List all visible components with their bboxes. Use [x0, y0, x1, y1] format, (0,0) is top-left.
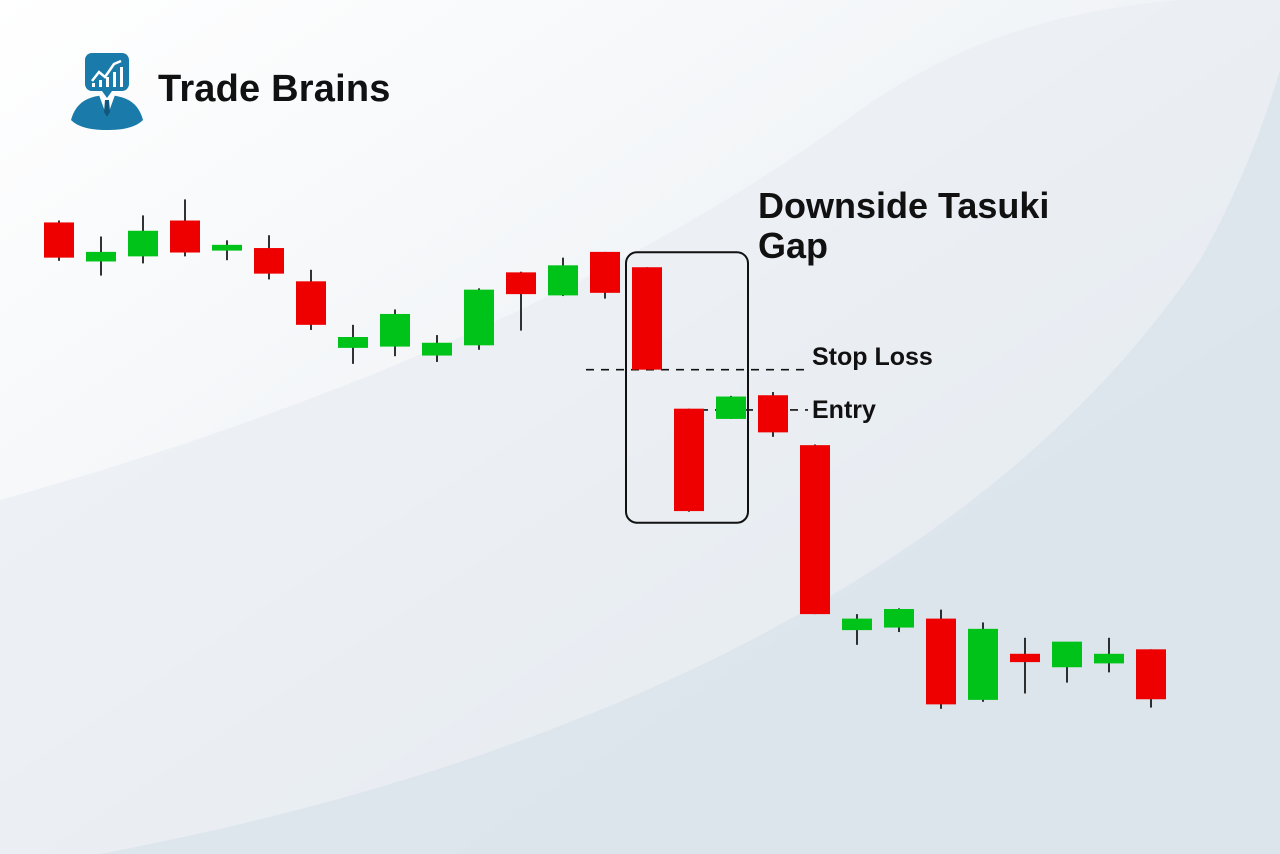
candle: [296, 269, 326, 330]
candle-body: [548, 265, 578, 296]
candle: [338, 324, 368, 364]
candle: [86, 236, 116, 276]
candle: [968, 622, 998, 702]
candle-body: [800, 445, 830, 615]
candle: [716, 395, 746, 419]
candle-body: [338, 337, 368, 348]
candle-body: [884, 609, 914, 628]
pattern-highlight-box: [625, 251, 749, 524]
pattern-title-line: Downside Tasuki Gap: [758, 185, 1050, 266]
candle-body: [422, 342, 452, 356]
candle: [170, 199, 200, 257]
candle-body: [380, 313, 410, 347]
candle-body: [86, 251, 116, 262]
candle: [44, 220, 74, 261]
candle-body: [1052, 641, 1082, 668]
candle: [884, 608, 914, 633]
candle-body: [254, 248, 284, 274]
candle: [380, 309, 410, 357]
candle: [590, 251, 620, 299]
candle-body: [590, 251, 620, 293]
candle: [758, 392, 788, 437]
candle: [800, 444, 830, 615]
candle-body: [212, 244, 242, 251]
candle: [1094, 637, 1124, 673]
candle: [842, 614, 872, 645]
candle: [1010, 637, 1040, 694]
candle: [1136, 649, 1166, 708]
candle: [422, 335, 452, 362]
candle-body: [632, 267, 662, 370]
candle: [212, 240, 242, 261]
candle-body: [926, 618, 956, 705]
candle: [128, 215, 158, 264]
candle-body: [464, 289, 494, 346]
brand-header: Trade Brains: [66, 50, 466, 134]
candles-layer: [44, 199, 1166, 709]
candle-body: [44, 222, 74, 258]
stop-loss-label: Stop Loss: [812, 343, 933, 371]
candle: [674, 408, 704, 512]
pattern-title: Downside Tasuki Gap: [758, 186, 1088, 266]
candle-body: [842, 618, 872, 631]
candle-body: [506, 272, 536, 295]
candle-body: [674, 408, 704, 512]
brand-name: Trade Brains: [158, 68, 391, 110]
candle-body: [758, 395, 788, 433]
candle: [1052, 641, 1082, 683]
candle: [254, 235, 284, 280]
candle-body: [1094, 653, 1124, 664]
entry-label: Entry: [812, 396, 876, 424]
candle-body: [716, 396, 746, 419]
candle-body: [128, 230, 158, 257]
analyst-chart-icon: [71, 53, 143, 130]
candle: [632, 267, 662, 371]
candle: [548, 257, 578, 297]
candle-body: [296, 281, 326, 325]
candle-body: [1136, 649, 1166, 700]
candle: [506, 271, 536, 331]
candle-body: [170, 220, 200, 253]
candle-body: [968, 628, 998, 700]
candle-body: [1010, 653, 1040, 663]
candle: [926, 609, 956, 709]
candle: [464, 288, 494, 350]
